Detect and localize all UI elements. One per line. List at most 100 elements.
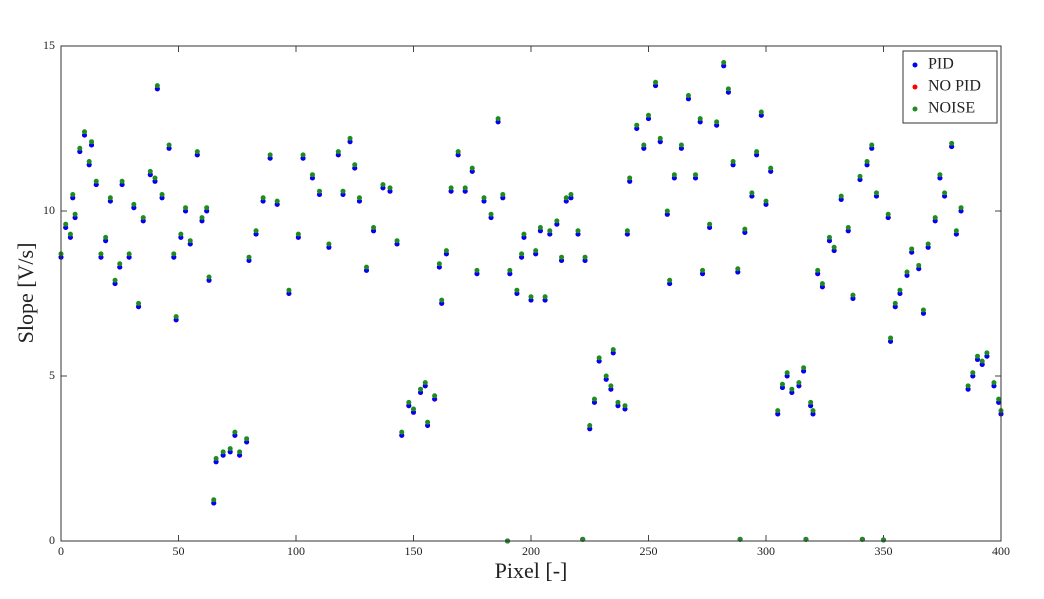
point	[500, 192, 506, 197]
point	[763, 198, 769, 204]
point	[112, 277, 118, 283]
point	[547, 228, 553, 234]
point	[335, 149, 341, 155]
point	[627, 175, 633, 181]
point	[232, 429, 238, 435]
x-tick-label: 100	[287, 544, 305, 558]
point	[591, 396, 597, 402]
point	[107, 195, 113, 201]
point	[975, 353, 980, 359]
point	[587, 423, 593, 428]
point	[808, 399, 814, 405]
point	[603, 373, 609, 379]
point	[582, 254, 588, 260]
x-tick-label: 350	[875, 544, 893, 558]
point	[657, 135, 663, 141]
point	[63, 221, 69, 227]
point	[796, 380, 802, 386]
point	[801, 365, 807, 371]
point	[267, 152, 273, 158]
point	[810, 408, 816, 414]
point	[970, 370, 976, 376]
y-tick-label: 10	[43, 203, 55, 217]
point	[147, 168, 153, 174]
point	[925, 241, 931, 247]
point	[596, 355, 602, 361]
point	[371, 225, 377, 230]
point	[953, 228, 959, 234]
point	[608, 383, 614, 389]
point	[700, 267, 706, 273]
point	[533, 248, 539, 254]
point	[542, 294, 548, 300]
point	[206, 274, 212, 280]
point	[958, 205, 964, 211]
point	[119, 178, 125, 184]
point	[678, 142, 684, 148]
point	[789, 386, 795, 392]
point	[559, 254, 565, 260]
point	[152, 175, 158, 181]
point	[507, 267, 513, 273]
x-tick-label: 50	[173, 544, 185, 558]
point	[159, 192, 165, 197]
point	[826, 234, 832, 240]
point	[204, 205, 210, 211]
point	[653, 79, 659, 85]
point	[86, 159, 92, 164]
point	[521, 231, 527, 237]
point	[443, 248, 449, 254]
point	[380, 182, 386, 188]
point	[399, 429, 405, 435]
point	[920, 307, 926, 313]
point	[610, 347, 616, 353]
plot-frame	[60, 45, 1002, 542]
point	[166, 142, 172, 148]
point	[394, 238, 400, 244]
point	[730, 159, 736, 164]
point	[89, 139, 95, 145]
x-tick-label: 300	[757, 544, 775, 558]
point	[356, 195, 362, 201]
point	[140, 215, 146, 221]
point	[815, 267, 821, 273]
point	[965, 383, 971, 389]
point	[838, 193, 844, 199]
point	[411, 406, 416, 412]
point	[514, 287, 520, 293]
point	[634, 122, 640, 128]
point	[70, 192, 76, 197]
point	[425, 419, 431, 425]
point	[309, 172, 315, 178]
point	[725, 86, 731, 92]
point	[211, 497, 217, 503]
point	[819, 281, 825, 287]
point	[897, 287, 903, 293]
point	[932, 215, 938, 221]
point	[979, 358, 985, 364]
x-tick-label: 150	[405, 544, 423, 558]
point	[72, 211, 78, 217]
point	[754, 149, 760, 155]
point	[422, 380, 428, 386]
point	[103, 234, 109, 240]
point	[131, 201, 137, 207]
legend-marker	[912, 84, 918, 90]
x-tick-label: 0	[58, 544, 64, 558]
point	[469, 165, 475, 171]
point	[850, 292, 856, 298]
point	[568, 192, 574, 197]
y-axis-label: Slope [V/s]	[13, 243, 38, 344]
point	[244, 436, 250, 442]
point	[624, 228, 630, 234]
point	[845, 225, 851, 230]
point	[697, 116, 703, 122]
point	[575, 228, 581, 234]
point	[537, 225, 543, 230]
point	[126, 251, 132, 257]
point	[554, 218, 560, 224]
point	[183, 205, 189, 211]
point	[942, 190, 948, 196]
point	[641, 142, 647, 148]
legend-marker	[912, 106, 918, 112]
